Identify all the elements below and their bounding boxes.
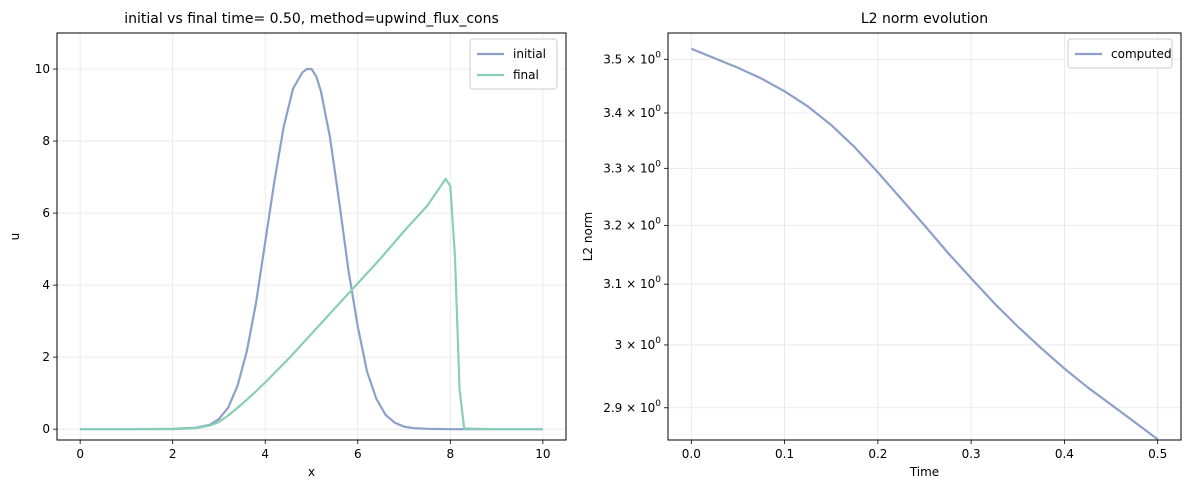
x-tick-label: 10 xyxy=(535,447,550,461)
y-tick-label: 3.1 × 100 xyxy=(603,275,661,291)
y-axis-label: L2 norm xyxy=(581,212,595,262)
y-tick-label: 6 xyxy=(42,206,50,220)
x-axis-label: Time xyxy=(909,465,939,479)
plot-frame xyxy=(667,32,1182,441)
series-line-computed xyxy=(690,47,1159,441)
y-tick-label: 3.4 × 100 xyxy=(603,104,661,120)
legend-box xyxy=(1067,38,1173,69)
chart-title: initial vs final time= 0.50, method=upwi… xyxy=(124,11,499,27)
x-tick-label: 4 xyxy=(261,447,269,461)
y-axis-label: u xyxy=(8,233,22,241)
legend-label-initial: initial xyxy=(513,47,546,61)
legend: initial final xyxy=(469,38,558,90)
x-tick-label: 2 xyxy=(169,447,177,461)
legend-label-final: final xyxy=(513,68,539,82)
x-axis-label: x xyxy=(308,465,315,479)
legend-label-computed: computed xyxy=(1111,47,1172,61)
y-tick-label: 2 xyxy=(42,350,50,364)
y-tick-label: 2.9 × 100 xyxy=(603,399,661,415)
y-tick-label: 3.2 × 100 xyxy=(603,216,661,232)
series-line-initial xyxy=(80,67,543,431)
x-tick-label: 0.4 xyxy=(1055,447,1074,461)
legend-box xyxy=(469,38,558,90)
right-chart: 0.0 0.1 0.2 0.3 0.4 0.5 2.9 × 100 3 × 100 3.1 × … xyxy=(581,11,1182,479)
y-tick-label: 3.3 × 100 xyxy=(603,159,661,175)
x-tick-label: 0 xyxy=(76,447,84,461)
left-chart: 0 2 4 6 8 10 0 2 4 6 8 10 initial vs final time= 0.5… xyxy=(8,11,567,479)
y-tick-label: 3 × 100 xyxy=(615,336,662,352)
y-tick-label: 0 xyxy=(42,422,50,436)
x-tick-label: 6 xyxy=(354,447,362,461)
y-tick-label: 8 xyxy=(42,134,50,148)
y-tick-label: 4 xyxy=(42,278,50,292)
chart-title: L2 norm evolution xyxy=(861,11,988,27)
x-tick-label: 0.2 xyxy=(868,447,887,461)
x-tick-label: 8 xyxy=(446,447,454,461)
x-tick-label: 0.0 xyxy=(682,447,701,461)
x-tick-label: 0.1 xyxy=(775,447,794,461)
legend: computed xyxy=(1067,38,1173,69)
y-tick-label: 10 xyxy=(35,62,50,76)
x-tick-label: 0.3 xyxy=(962,447,981,461)
y-tick-label: 3.5 × 100 xyxy=(603,50,661,66)
series-line-final xyxy=(80,177,543,431)
x-tick-label: 0.5 xyxy=(1148,447,1167,461)
plot-frame xyxy=(56,32,567,441)
